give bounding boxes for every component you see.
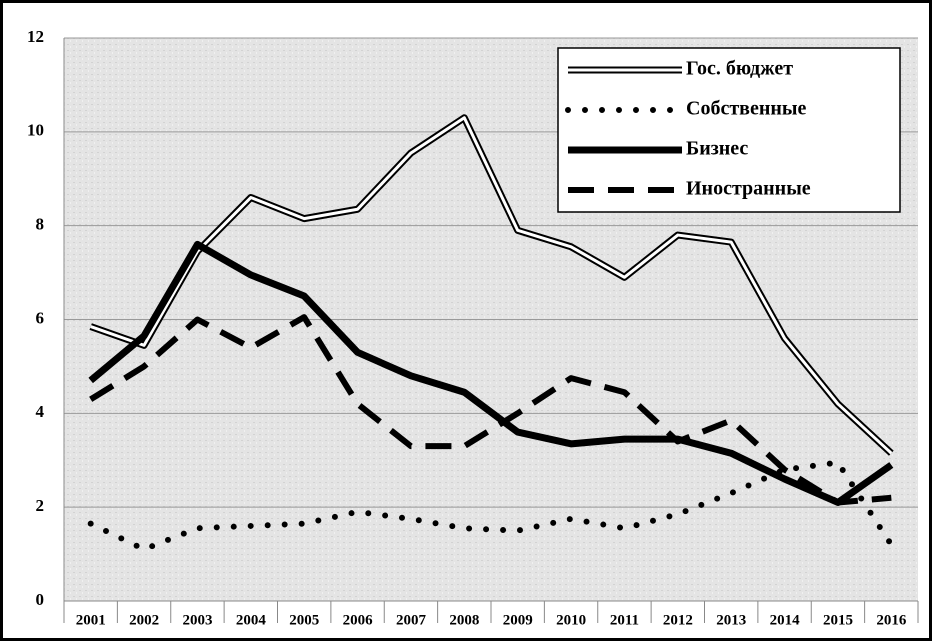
x-tick-label: 2013 (716, 612, 746, 628)
legend-label: Гос. бюджет (686, 58, 793, 80)
x-tick-label: 2001 (76, 612, 106, 628)
series-line (90, 116, 893, 455)
legend-label: Бизнес (686, 138, 748, 160)
x-tick-label: 2010 (556, 612, 586, 628)
y-tick-label: 8 (36, 215, 45, 234)
x-tick-label: 2002 (129, 612, 159, 628)
y-tick-label: 10 (27, 121, 44, 140)
legend-box (557, 47, 901, 213)
x-tick-label: 2004 (236, 612, 267, 628)
y-tick-label: 0 (36, 590, 45, 609)
x-tick-label: 2009 (503, 612, 533, 628)
x-tick-label: 2003 (182, 612, 212, 628)
x-tick-label: 2015 (823, 612, 853, 628)
y-tick-label: 6 (36, 308, 45, 327)
x-tick-label: 2005 (289, 612, 319, 628)
series-line (89, 314, 892, 506)
y-tick-label: 12 (27, 27, 44, 46)
x-tick-label: 2016 (876, 612, 907, 628)
y-tick-label: 2 (36, 496, 45, 515)
x-tick-label: 2011 (610, 612, 639, 628)
x-tick-label: 2014 (770, 612, 801, 628)
x-tick-label: 2008 (449, 612, 479, 628)
x-tick-label: 2012 (663, 612, 693, 628)
legend-label: Иностранные (686, 178, 811, 200)
legend-label: Собственные (686, 98, 806, 120)
x-tick-label: 2006 (343, 612, 374, 628)
x-tick-label: 2007 (396, 612, 427, 628)
series-line (88, 240, 894, 506)
y-tick-label: 4 (36, 402, 45, 421)
